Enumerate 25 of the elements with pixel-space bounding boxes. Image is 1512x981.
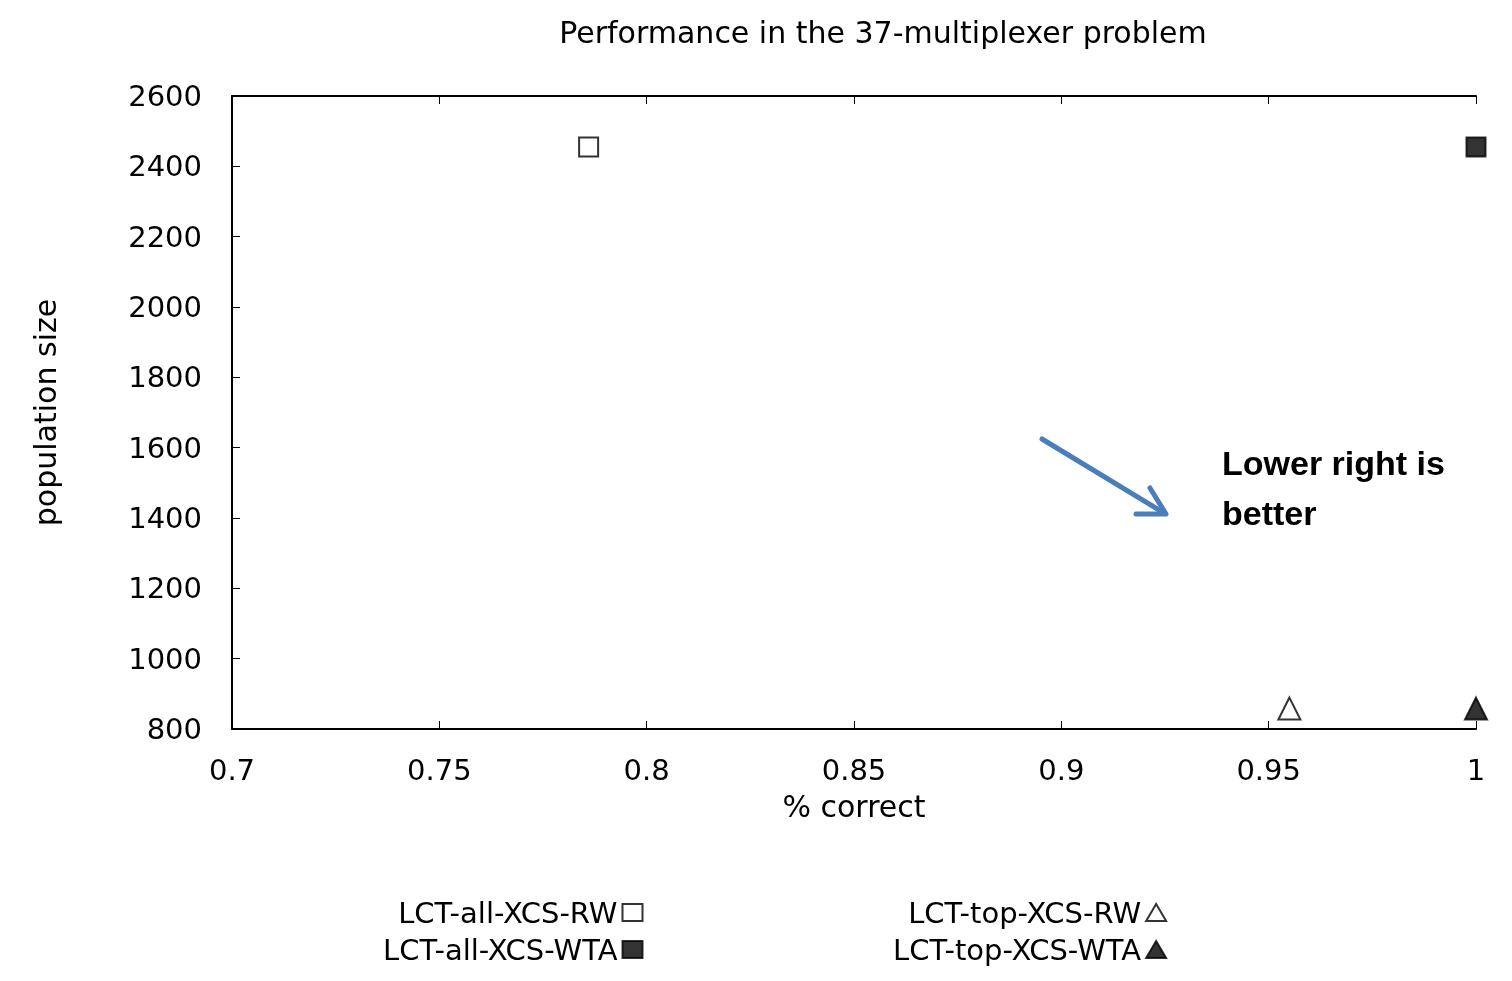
x-tick-label: 0.9 [1038, 752, 1085, 787]
y-tick-label: 1000 [128, 641, 202, 676]
y-axis-title: population size [27, 298, 63, 527]
y-tick-label: 2200 [128, 219, 202, 254]
y-tick-label: 1800 [128, 360, 202, 395]
legend-label: LCT-top-XCS-WTA [892, 932, 1142, 967]
x-axis-title: % correct [782, 788, 926, 824]
chart-title: Performance in the 37-multiplexer problem [559, 14, 1207, 50]
legend-label: LCT-all-XCS-RW [398, 895, 618, 930]
x-tick-label: 0.75 [407, 752, 472, 787]
y-tick-label: 2600 [128, 79, 202, 113]
x-tick-label: 0.95 [1236, 752, 1301, 787]
y-tick-label: 1400 [128, 501, 202, 535]
x-tick-label: 0.85 [821, 752, 887, 787]
y-tick-label: 1600 [128, 430, 202, 465]
legend-label: LCT-all-XCS-WTA [382, 932, 618, 967]
y-tick-label: 2400 [128, 149, 202, 184]
x-tick-label: 1 [1466, 752, 1486, 787]
y-tick-label: 1200 [128, 571, 202, 606]
x-tick-label: 0.7 [208, 752, 256, 787]
y-tick-label: 2000 [128, 290, 202, 324]
annotation: Lower right is better [1222, 444, 1455, 532]
legend-label: LCT-top-XCS-RW [908, 895, 1142, 930]
y-tick-label: 800 [146, 712, 202, 746]
x-tick-label: 0.8 [623, 752, 670, 787]
